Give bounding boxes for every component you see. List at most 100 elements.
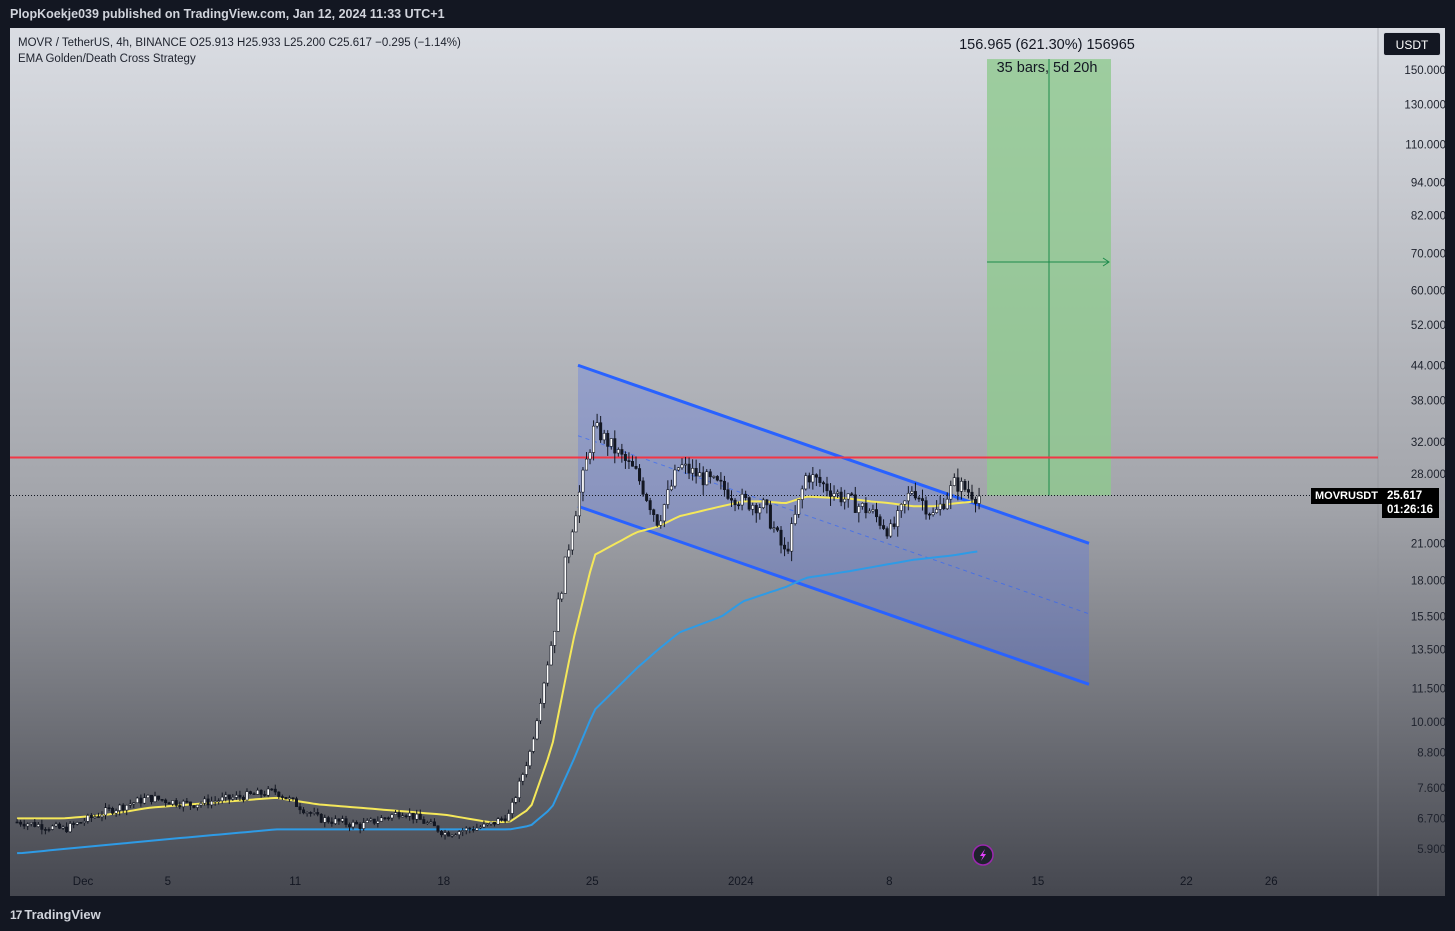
channel-fill bbox=[578, 365, 1089, 685]
candle-body bbox=[935, 509, 939, 513]
y-tick-label: 94.000 bbox=[1411, 178, 1445, 190]
candle-body bbox=[238, 794, 242, 798]
candle-body bbox=[878, 516, 882, 526]
candle-body bbox=[439, 831, 443, 836]
candle-body bbox=[270, 788, 274, 791]
candle-body bbox=[606, 432, 610, 447]
candle-body bbox=[613, 438, 617, 454]
candle-body bbox=[811, 474, 815, 483]
candle-body bbox=[89, 815, 93, 818]
candle-body bbox=[273, 788, 277, 793]
candle-body bbox=[355, 822, 359, 825]
candle-body bbox=[210, 800, 214, 806]
y-tick-label: 7.600 bbox=[1417, 783, 1445, 795]
candle-body bbox=[118, 804, 122, 811]
measure-line-1: 156.965 (621.30%) 156965 bbox=[959, 37, 1135, 53]
candle-body bbox=[72, 823, 76, 825]
candle-body bbox=[220, 796, 224, 802]
candle-body bbox=[50, 825, 54, 830]
chart-area[interactable]: 150.000 130.000 110.000 94.000 82.000 70.000 6… bbox=[10, 28, 1445, 896]
x-tick-label: 5 bbox=[165, 876, 171, 888]
candle-body bbox=[157, 795, 161, 800]
candle-body bbox=[241, 796, 245, 801]
measure-line-2: 35 bars, 5d 20h bbox=[996, 60, 1098, 76]
candle-body bbox=[386, 817, 390, 820]
candle-body bbox=[227, 794, 231, 800]
candle-body bbox=[687, 463, 691, 474]
candle-body bbox=[832, 493, 836, 497]
candle-body bbox=[620, 449, 624, 455]
candle-body bbox=[298, 806, 302, 811]
candle-body bbox=[977, 495, 981, 504]
candle-body bbox=[567, 549, 571, 558]
currency-button[interactable]: USDT bbox=[1383, 32, 1441, 56]
candle-body bbox=[450, 834, 454, 837]
candle-body bbox=[379, 817, 383, 822]
candle-body bbox=[889, 523, 893, 537]
candle-body bbox=[135, 797, 139, 804]
candle-body bbox=[493, 821, 497, 825]
y-tick-label: 150.000 bbox=[1404, 65, 1445, 77]
candle-body bbox=[93, 816, 97, 818]
candle-body bbox=[758, 507, 762, 514]
x-tick-label: 2024 bbox=[728, 876, 754, 888]
price-chart[interactable]: 150.000 130.000 110.000 94.000 82.000 70.000 6… bbox=[10, 28, 1445, 896]
candle-body bbox=[956, 477, 960, 492]
chart-legend: MOVR / TetherUS, 4h, BINANCE O25.913 H25… bbox=[18, 35, 461, 67]
candle-body bbox=[786, 548, 790, 552]
candle-body bbox=[132, 802, 136, 805]
candle-body bbox=[188, 801, 192, 806]
candle-body bbox=[719, 479, 723, 482]
candle-body bbox=[425, 822, 429, 824]
candle-body bbox=[733, 499, 737, 506]
candle-body bbox=[712, 476, 716, 478]
ticker-tag: MOVRUSDT bbox=[1311, 488, 1382, 504]
symbol-line[interactable]: MOVR / TetherUS, 4h, BINANCE O25.913 H25… bbox=[18, 37, 461, 49]
candle-body bbox=[500, 818, 504, 821]
candle-body bbox=[337, 818, 341, 822]
candle-body bbox=[54, 823, 58, 827]
candle-body bbox=[531, 738, 535, 752]
strategy-label[interactable]: EMA Golden/Death Cross Strategy bbox=[18, 53, 196, 65]
y-tick-label: 32.000 bbox=[1411, 437, 1445, 449]
candle-body bbox=[747, 497, 751, 510]
candle-body bbox=[648, 500, 652, 511]
candle-body bbox=[669, 485, 673, 491]
candle-body bbox=[790, 523, 794, 552]
tradingview-logo[interactable]: 17 TradingView bbox=[10, 907, 101, 922]
candle-body bbox=[949, 485, 953, 500]
publish-text: PlopKoekje039 published on TradingView.c… bbox=[10, 7, 445, 21]
y-tick-label: 8.800 bbox=[1417, 748, 1445, 760]
last-price-tag: 25.617 01:26:16 bbox=[1382, 488, 1439, 518]
candle-body bbox=[853, 494, 857, 513]
candle-body bbox=[75, 822, 79, 825]
measure-arrow bbox=[1102, 257, 1110, 267]
candle-body bbox=[581, 469, 585, 493]
candle-body bbox=[149, 794, 153, 803]
candle-body bbox=[252, 793, 256, 795]
candle-body bbox=[588, 452, 592, 460]
candle-body bbox=[839, 491, 843, 503]
candle-body bbox=[715, 476, 719, 481]
candle-body bbox=[945, 498, 949, 510]
candle-body bbox=[125, 804, 129, 811]
candle-body bbox=[510, 801, 514, 814]
candle-body bbox=[807, 475, 811, 483]
candle-body bbox=[698, 472, 702, 477]
candle-body bbox=[638, 468, 642, 482]
tradingview-logo-icon: 17 bbox=[10, 908, 22, 922]
candle-body bbox=[471, 828, 475, 831]
candle-body bbox=[938, 503, 942, 510]
candle-body bbox=[376, 820, 380, 824]
candle-body bbox=[574, 515, 578, 533]
candle-body bbox=[457, 831, 461, 836]
candle-body bbox=[312, 812, 316, 814]
candle-body bbox=[178, 805, 182, 808]
candle-body bbox=[114, 810, 118, 814]
footer-bar bbox=[0, 896, 1455, 931]
candle-body bbox=[765, 499, 769, 506]
candle-body bbox=[344, 818, 348, 825]
candle-body bbox=[535, 720, 539, 740]
candle-body bbox=[542, 682, 546, 704]
candle-body bbox=[316, 812, 320, 815]
